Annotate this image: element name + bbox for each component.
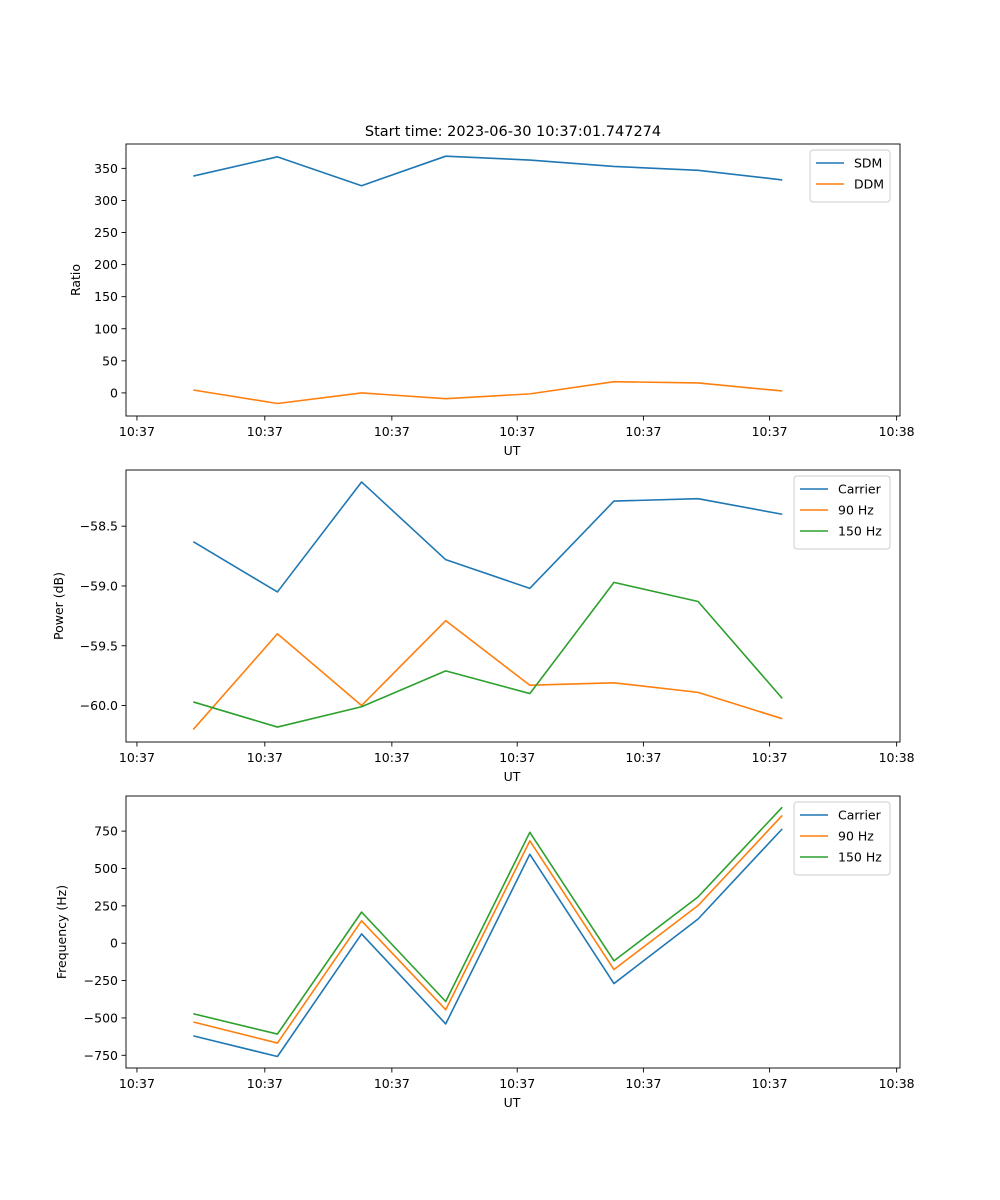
charts-container: 10:37 10:37 10:37 10:37 10:37 10:37 10:38 0 50 10… bbox=[51, 143, 915, 1110]
y-tick-label: −60.0 bbox=[80, 698, 118, 713]
x-tick-label: 10:37 bbox=[625, 1076, 661, 1091]
axes-frame-2 bbox=[125, 469, 901, 743]
series-group-3 bbox=[193, 806, 783, 1058]
chart-panel-1: 10:37 10:37 10:37 10:37 10:37 10:37 10:38 0 50 10… bbox=[68, 143, 915, 458]
figure-title: Start time: 2023-06-30 10:37:01.747274 bbox=[365, 124, 661, 140]
x-axis-label: UT bbox=[504, 769, 521, 784]
x-tick-label: 10:37 bbox=[119, 750, 155, 765]
series-line-150-hz bbox=[193, 806, 783, 1035]
x-tick-label: 10:38 bbox=[879, 1076, 915, 1091]
legend-label: Carrier bbox=[838, 482, 882, 497]
legend-label: 150 Hz bbox=[838, 524, 882, 539]
x-tick-label: 10:37 bbox=[499, 750, 535, 765]
y-axis-label: Ratio bbox=[68, 264, 83, 296]
legend-2: Carrier 90 Hz 150 Hz bbox=[793, 475, 891, 550]
x-tick-label: 10:37 bbox=[247, 750, 283, 765]
x-tick-label: 10:37 bbox=[374, 750, 410, 765]
x-tick-label: 10:38 bbox=[879, 750, 915, 765]
legend-label: 90 Hz bbox=[838, 503, 874, 518]
series-line-carrier bbox=[192, 481, 783, 593]
y-tick-label: 350 bbox=[94, 161, 118, 176]
legend-1: SDM DDM bbox=[809, 149, 891, 203]
y-axis-label: Frequency (Hz) bbox=[54, 885, 69, 979]
y-tick-label: 250 bbox=[94, 898, 118, 913]
x-axis-label: UT bbox=[504, 1095, 521, 1110]
legend-label: 90 Hz bbox=[838, 829, 874, 844]
series-line-sdm bbox=[193, 155, 783, 187]
x-tick-label: 10:37 bbox=[625, 424, 661, 439]
y-tick-label: −59.5 bbox=[80, 638, 118, 653]
y-tick-label: −58.5 bbox=[80, 519, 118, 534]
y-tick-label: 200 bbox=[94, 257, 118, 272]
x-tick-label: 10:37 bbox=[374, 1076, 410, 1091]
x-tick-label: 10:37 bbox=[752, 1076, 788, 1091]
series-line-carrier bbox=[193, 828, 783, 1058]
chart-panel-3: 10:37 10:37 10:37 10:37 10:37 10:37 10:38 −750 −… bbox=[54, 795, 915, 1110]
axes-frame-1 bbox=[125, 143, 901, 417]
y-axis-label: Power (dB) bbox=[51, 572, 66, 640]
legend-label: Carrier bbox=[838, 808, 882, 823]
legend-label: DDM bbox=[854, 177, 884, 192]
y-tick-label: 500 bbox=[94, 861, 118, 876]
chart-panel-2: 10:37 10:37 10:37 10:37 10:37 10:37 10:38 −60.0… bbox=[51, 469, 915, 784]
y-tick-label: 0 bbox=[110, 936, 118, 951]
y-tick-label: −500 bbox=[84, 1010, 118, 1025]
legend-3: Carrier 90 Hz 150 Hz bbox=[793, 801, 891, 876]
x-tick-label: 10:37 bbox=[752, 750, 788, 765]
series-line-90-hz bbox=[192, 619, 783, 730]
y-tick-label: 0 bbox=[110, 385, 118, 400]
x-tick-label: 10:37 bbox=[119, 1076, 155, 1091]
y-tick-label: −59.0 bbox=[80, 578, 118, 593]
y-tick-label: 100 bbox=[94, 321, 118, 336]
y-tick-label: −750 bbox=[84, 1048, 118, 1063]
x-tick-label: 10:37 bbox=[119, 424, 155, 439]
x-tick-label: 10:37 bbox=[247, 1076, 283, 1091]
y-tick-label: 750 bbox=[94, 824, 118, 839]
series-group-2 bbox=[192, 481, 783, 730]
legend-label: SDM bbox=[854, 156, 882, 171]
x-tick-label: 10:37 bbox=[247, 424, 283, 439]
x-tick-label: 10:37 bbox=[499, 424, 535, 439]
x-tick-label: 10:37 bbox=[374, 424, 410, 439]
x-axis-label: UT bbox=[504, 443, 521, 458]
legend-label: 150 Hz bbox=[838, 850, 882, 865]
x-tick-label: 10:37 bbox=[499, 1076, 535, 1091]
y-tick-label: 300 bbox=[94, 193, 118, 208]
y-tick-label: −250 bbox=[84, 973, 118, 988]
y-tick-label: 150 bbox=[94, 289, 118, 304]
series-line-ddm bbox=[193, 380, 783, 405]
x-tick-label: 10:38 bbox=[879, 424, 915, 439]
x-tick-label: 10:37 bbox=[752, 424, 788, 439]
series-line-90-hz bbox=[193, 814, 783, 1044]
y-tick-label: 50 bbox=[102, 353, 118, 368]
axes-frame-3 bbox=[125, 795, 901, 1069]
series-group-1 bbox=[193, 155, 783, 405]
y-tick-label: 250 bbox=[94, 225, 118, 240]
series-line-150-hz bbox=[193, 581, 783, 728]
x-tick-label: 10:37 bbox=[625, 750, 661, 765]
